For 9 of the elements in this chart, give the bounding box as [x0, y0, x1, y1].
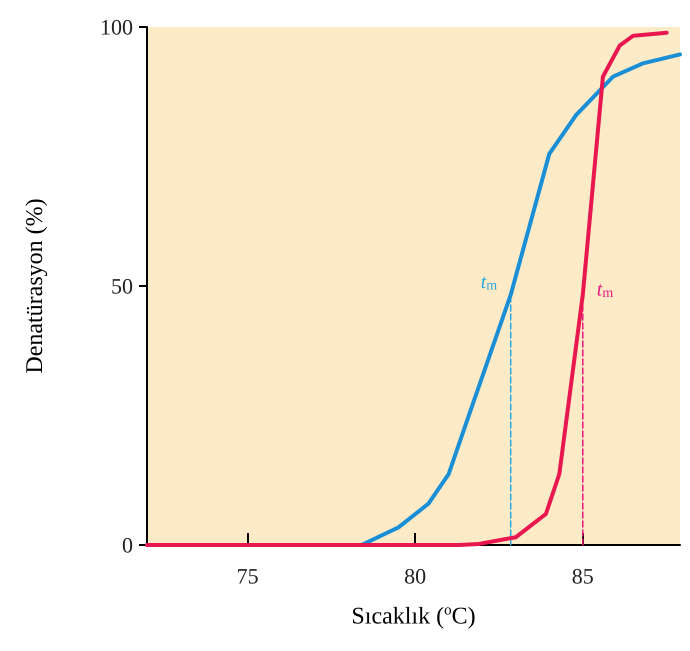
y-tick-label: 100 — [100, 14, 133, 40]
annotation: tm — [596, 278, 614, 302]
x-tick-label: 80 — [404, 564, 426, 588]
y-axis-title: Denatürasyon (%) — [22, 198, 48, 374]
x-tick-label: 75 — [236, 564, 259, 588]
x-tick-label: 85 — [572, 564, 594, 588]
annotation: tm — [480, 270, 498, 294]
y-tick-label: 50 — [111, 274, 133, 298]
y-tick-label: 0 — [122, 532, 133, 558]
